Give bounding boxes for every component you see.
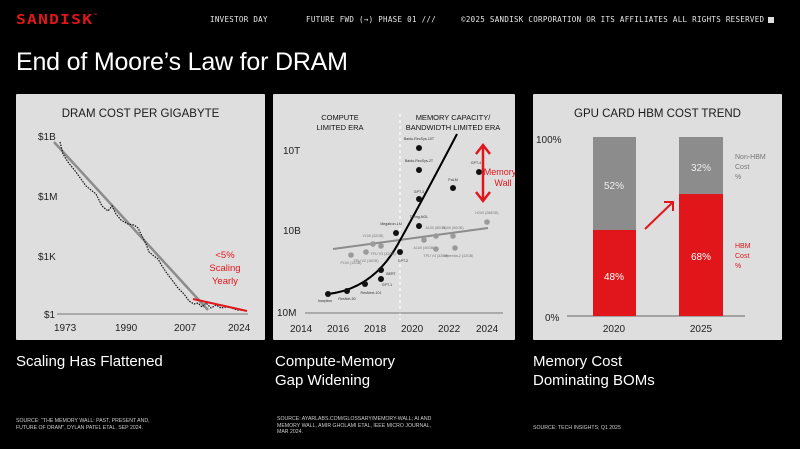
svg-text:V100 (32GB): V100 (32GB)	[363, 234, 384, 238]
page-title: End of Moore’s Law for DRAM	[16, 48, 348, 76]
svg-text:%: %	[735, 174, 741, 181]
svg-text:52%: 52%	[604, 181, 624, 192]
svg-text:BERT: BERT	[386, 272, 396, 276]
svg-text:32%: 32%	[691, 163, 711, 174]
source-note-2: SOURCE: AYARLABS.COM/GLOSSARY/MEMORY-WAL…	[277, 416, 432, 435]
svg-text:$1: $1	[44, 310, 56, 321]
svg-text:TPU V2 (16GB): TPU V2 (16GB)	[353, 259, 378, 263]
svg-text:COMPUTE: COMPUTE	[321, 113, 359, 122]
svg-text:HBM: HBM	[735, 243, 751, 250]
svg-text:2020: 2020	[401, 324, 424, 335]
svg-text:PaLM: PaLM	[448, 178, 457, 182]
svg-text:GPT-4: GPT-4	[471, 161, 481, 165]
svg-text:100%: 100%	[536, 135, 562, 146]
svg-text:ResNet-50: ResNet-50	[338, 297, 355, 301]
svg-text:Baidu-RecSys-2T: Baidu-RecSys-2T	[405, 159, 434, 163]
svg-text:2020: 2020	[603, 324, 626, 335]
svg-text:Non-HBM: Non-HBM	[735, 154, 766, 161]
dram-cost-chart: $1B $1M $1K $1 1973 1990 2007 2024 <5% S…	[38, 132, 251, 334]
svg-text:P100 (12GB): P100 (12GB)	[341, 261, 362, 265]
memory-wall-chart-panel: COMPUTE LIMITED ERA MEMORY CAPACITY/ BAN…	[273, 94, 515, 340]
svg-text:Baidu-RecSys-10T: Baidu-RecSys-10T	[404, 137, 435, 141]
memory-wall-chart: COMPUTE LIMITED ERA MEMORY CAPACITY/ BAN…	[277, 113, 515, 335]
svg-text:Inception: Inception	[318, 299, 333, 303]
caption-gap: Compute-Memory Gap Widening	[275, 353, 396, 389]
nav-investor-day: INVESTOR DAY	[210, 15, 268, 24]
svg-text:GPT-3: GPT-3	[414, 190, 424, 194]
svg-text:GPT-2: GPT-2	[398, 259, 408, 263]
svg-text:2025: 2025	[690, 324, 713, 335]
svg-text:10M: 10M	[277, 308, 296, 319]
dram-cost-chart-panel: DRAM COST PER GIGABYTE $1B $1M $1K $1 19…	[16, 94, 265, 340]
hbm-cost-chart-panel: GPU CARD HBM COST TREND 100% 0% 52% 48% …	[533, 94, 782, 340]
svg-text:<5%: <5%	[215, 250, 235, 261]
source-note-3: SOURCE: TECH INSIGHTS; Q1 2025	[533, 425, 621, 431]
svg-text:Cost: Cost	[735, 253, 749, 260]
svg-text:Yearly: Yearly	[212, 276, 238, 287]
svg-text:48%: 48%	[604, 272, 624, 283]
svg-text:BANDWIDTH LIMITED ERA: BANDWIDTH LIMITED ERA	[406, 123, 501, 132]
caption-scaling: Scaling Has Flattened	[16, 353, 163, 370]
increase-arrow-icon	[644, 201, 674, 230]
svg-text:$1K: $1K	[38, 252, 56, 263]
svg-text:Megatron-LM: Megatron-LM	[380, 222, 401, 226]
svg-text:68%: 68%	[691, 252, 711, 263]
header-bar: SANDISK™ INVESTOR DAY FUTURE FWD (→) PHA…	[0, 0, 800, 40]
svg-text:Turing-NGL: Turing-NGL	[410, 215, 429, 219]
svg-text:2024: 2024	[228, 323, 251, 334]
hbm-cost-chart: 100% 0% 52% 48% 32% 68% Non-HBM Cost % H…	[536, 135, 766, 335]
svg-text:Cost: Cost	[735, 164, 749, 171]
svg-text:2007: 2007	[174, 323, 197, 334]
svg-text:A100 (40GB): A100 (40GB)	[414, 246, 435, 250]
svg-text:2018: 2018	[364, 324, 387, 335]
nav-phase: FUTURE FWD (→) PHASE 01 ///	[306, 15, 437, 24]
svg-text:%: %	[735, 263, 741, 270]
svg-text:1990: 1990	[115, 323, 138, 334]
svg-text:GPT-1: GPT-1	[382, 283, 392, 287]
chart-title: DRAM COST PER GIGABYTE	[61, 108, 220, 120]
svg-text:H200 (288GB): H200 (288GB)	[475, 211, 498, 215]
chart-title: GPU CARD HBM COST TREND	[574, 108, 741, 120]
svg-text:ResNext-101: ResNext-101	[361, 291, 382, 295]
square-icon	[768, 17, 775, 23]
svg-text:Memory: Memory	[484, 167, 515, 177]
svg-text:Inferentia-2 (32GB): Inferentia-2 (32GB)	[443, 254, 474, 258]
caption-cost: Memory Cost Dominating BOMs	[533, 353, 655, 389]
svg-text:TPU V3 (32GB): TPU V3 (32GB)	[370, 252, 395, 256]
sandisk-logo: SANDISK™	[16, 13, 99, 28]
svg-text:2022: 2022	[438, 324, 461, 335]
svg-text:Scaling: Scaling	[209, 263, 240, 274]
svg-text:Wall: Wall	[494, 178, 511, 188]
source-note-1: SOURCE: "THE MEMORY WALL: PAST, PRESENT …	[16, 418, 150, 431]
svg-text:LIMITED ERA: LIMITED ERA	[316, 123, 363, 132]
copyright: ©2025 SANDISK CORPORATION OR ITS AFFILIA…	[461, 15, 775, 24]
svg-text:H100 (80GB): H100 (80GB)	[442, 226, 463, 230]
svg-text:TPU V4 (32GB): TPU V4 (32GB)	[423, 254, 448, 258]
svg-text:10B: 10B	[283, 226, 301, 237]
svg-text:0%: 0%	[545, 313, 560, 324]
memory-wall-arrow-icon	[475, 142, 491, 204]
svg-text:A100 (80GB): A100 (80GB)	[426, 226, 447, 230]
svg-text:2024: 2024	[476, 324, 499, 335]
svg-text:$1M: $1M	[38, 192, 57, 203]
svg-text:10T: 10T	[283, 146, 300, 157]
svg-text:MEMORY CAPACITY/: MEMORY CAPACITY/	[416, 113, 492, 122]
svg-text:$1B: $1B	[38, 132, 56, 143]
svg-text:2016: 2016	[327, 324, 350, 335]
svg-text:1973: 1973	[54, 323, 77, 334]
svg-text:2014: 2014	[290, 324, 313, 335]
